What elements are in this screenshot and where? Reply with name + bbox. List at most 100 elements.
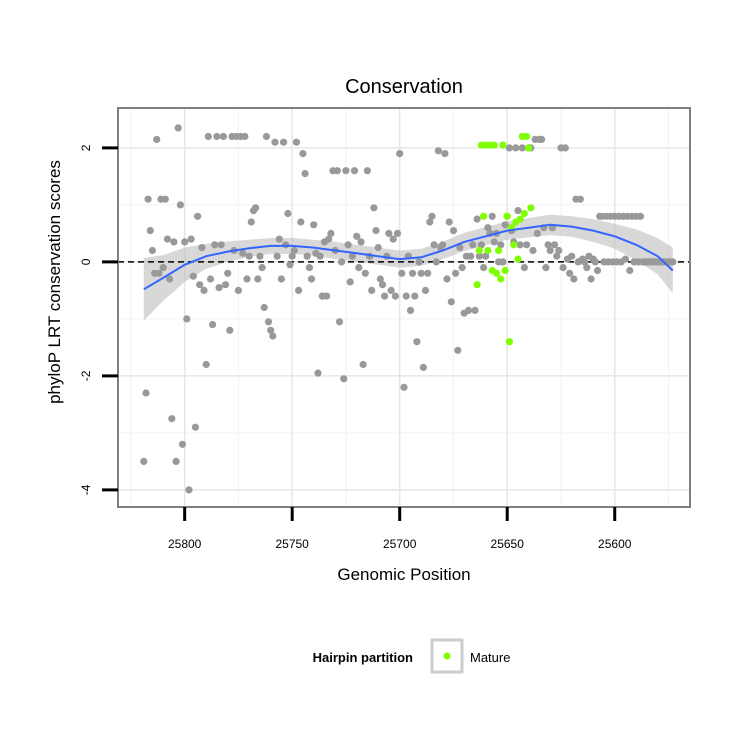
data-point — [297, 218, 305, 226]
data-point — [239, 249, 247, 257]
data-point — [260, 303, 268, 312]
data-point — [185, 486, 193, 494]
y-tick-label: -4 — [79, 484, 93, 495]
mature-point — [510, 241, 518, 249]
data-point — [467, 252, 475, 260]
legend: Hairpin partition Mature — [313, 638, 510, 674]
data-point — [434, 147, 442, 155]
data-point — [432, 258, 440, 266]
data-point — [194, 212, 202, 220]
data-point — [314, 369, 322, 377]
data-point — [191, 423, 199, 431]
data-point — [456, 244, 464, 252]
data-point — [454, 346, 462, 354]
data-point — [505, 144, 513, 152]
data-point — [419, 363, 427, 371]
data-point — [307, 275, 316, 283]
data-point — [421, 286, 430, 294]
data-point — [258, 264, 266, 272]
axes-layer: 25800 25750 25700 25650 25600 2 0 -2 -4 — [79, 144, 632, 551]
data-point — [316, 252, 324, 260]
data-point — [288, 252, 296, 260]
data-point — [357, 238, 365, 246]
data-point — [204, 132, 212, 141]
data-point — [587, 275, 595, 283]
data-point — [391, 292, 399, 300]
data-point — [310, 221, 318, 229]
data-point — [226, 326, 234, 334]
data-point — [271, 138, 279, 146]
data-point — [591, 258, 600, 266]
data-point — [340, 375, 348, 383]
smooth-curve — [143, 223, 674, 291]
data-point — [219, 132, 227, 141]
data-point — [546, 246, 554, 255]
data-point — [178, 440, 187, 448]
data-point — [256, 252, 264, 260]
data-point — [514, 207, 522, 215]
mature-point — [484, 246, 492, 255]
data-point — [480, 264, 488, 272]
data-point — [269, 332, 277, 340]
data-point — [370, 204, 378, 212]
data-point — [533, 229, 541, 237]
data-point — [335, 318, 344, 326]
data-point — [144, 195, 152, 203]
data-point — [254, 275, 262, 283]
data-point — [264, 318, 273, 326]
mature-point — [503, 212, 511, 220]
data-point — [393, 229, 402, 237]
data-point — [439, 241, 447, 249]
data-point — [409, 269, 417, 277]
mature-point — [480, 212, 488, 220]
data-point — [355, 264, 363, 272]
data-point — [342, 167, 350, 175]
data-point — [247, 218, 255, 226]
data-point — [415, 258, 423, 266]
mature-point — [475, 246, 483, 255]
data-point — [550, 241, 559, 249]
data-point — [344, 241, 352, 249]
data-point — [568, 252, 576, 260]
data-point — [443, 275, 451, 283]
data-point — [417, 269, 425, 277]
data-point — [292, 138, 301, 146]
data-point — [396, 150, 404, 158]
data-point — [189, 272, 197, 280]
data-point — [520, 264, 529, 272]
data-point — [241, 132, 249, 141]
data-point — [406, 306, 415, 314]
data-point — [441, 150, 449, 158]
data-point — [398, 269, 406, 277]
data-point — [295, 286, 303, 294]
y-tick-label: 2 — [79, 144, 93, 151]
data-point — [400, 383, 408, 391]
data-point — [475, 252, 483, 260]
data-point — [669, 258, 677, 266]
data-point — [243, 275, 251, 283]
data-point — [148, 246, 156, 255]
data-point — [211, 241, 219, 249]
data-point — [378, 281, 387, 289]
data-point — [516, 241, 524, 249]
data-point — [501, 221, 509, 229]
data-point — [402, 292, 410, 300]
data-point — [280, 138, 288, 146]
data-point — [374, 244, 382, 252]
data-point — [581, 258, 589, 266]
data-point — [544, 241, 552, 249]
data-point — [411, 292, 419, 300]
data-point — [363, 167, 371, 175]
y-tick-label: -2 — [79, 370, 93, 381]
data-point — [213, 132, 221, 141]
data-point — [346, 278, 354, 286]
data-point — [299, 150, 307, 158]
data-point — [303, 252, 311, 260]
confidence-band-layer — [143, 214, 673, 321]
data-point — [282, 241, 290, 249]
mature-point — [501, 266, 509, 275]
data-point — [252, 204, 260, 212]
confidence-band — [143, 214, 673, 321]
data-point — [142, 389, 150, 397]
